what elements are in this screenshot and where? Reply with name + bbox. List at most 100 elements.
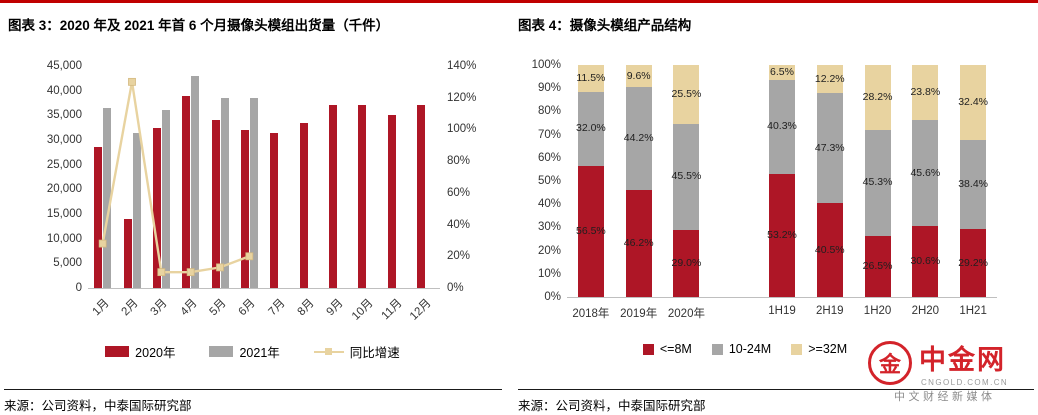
bar-2021-3月 bbox=[161, 110, 170, 288]
x-axis-label-2020年: 2020年 bbox=[667, 308, 705, 320]
segment-10-24M-2H19 bbox=[816, 93, 843, 204]
figure4-title: 图表 4：摄像头模组产品结构 bbox=[518, 18, 692, 33]
figure4-legend: <=8M 10-24M >=32M bbox=[505, 342, 985, 356]
y-axis-tick: 0 bbox=[75, 282, 82, 294]
legend-label-le8m: <=8M bbox=[659, 342, 692, 356]
segment->=32M-2H19 bbox=[816, 65, 843, 94]
bar-2020-5月 bbox=[211, 120, 220, 288]
segment-label->=32M-1H21: 32.4% bbox=[958, 96, 988, 109]
legend-item-10-24m: 10-24M bbox=[711, 342, 771, 356]
legend-item-2021: 2021年 bbox=[209, 342, 280, 361]
segment-label-<=8M-2H20: 30.6% bbox=[910, 255, 941, 267]
y-axis-tick: 20,000 bbox=[46, 183, 82, 196]
segment-10-24M-2019年 bbox=[625, 87, 652, 190]
bar-2021-6月 bbox=[249, 98, 258, 288]
cngold-logo-name: 中金网 bbox=[919, 345, 1006, 375]
segment-label-10-24M-1H20: 45.3% bbox=[862, 176, 893, 189]
segment-<=8M-1H21 bbox=[960, 229, 987, 297]
secondary-axis-tick: 120% bbox=[447, 91, 477, 104]
bar-2020-2月 bbox=[123, 218, 132, 288]
bar-2020-9月 bbox=[328, 105, 337, 288]
bar-2021-1月 bbox=[103, 107, 112, 288]
y-axis-tick: 45,000 bbox=[46, 60, 82, 72]
segment-<=8M-1H20 bbox=[864, 235, 891, 297]
y-axis-tick: 35,000 bbox=[46, 109, 82, 122]
bar-2020-7月 bbox=[270, 132, 279, 288]
segment->=32M-2018年 bbox=[577, 65, 604, 92]
y-axis-tick: 90% bbox=[537, 82, 561, 95]
segment-label->=32M-1H20: 28.2% bbox=[862, 91, 893, 104]
legend-label-ge32m: >=32M bbox=[808, 342, 848, 356]
segment-label->=32M-2019年: 9.6% bbox=[626, 69, 651, 82]
segment-<=8M-2018年 bbox=[577, 165, 604, 297]
x-axis-label-2H19: 2H19 bbox=[816, 305, 844, 317]
segment-label-<=8M-1H20: 26.5% bbox=[862, 259, 893, 272]
x-axis-label-2018年: 2018年 bbox=[572, 308, 610, 320]
segment-10-24M-1H20 bbox=[864, 130, 891, 236]
segment-label->=32M-2H19: 12.2% bbox=[814, 72, 845, 85]
segment-<=8M-2020年 bbox=[673, 229, 700, 297]
segment-label-<=8M-2H19: 40.5% bbox=[814, 243, 845, 256]
y-axis-tick: 30% bbox=[537, 221, 561, 234]
figure3-title: 图表 3：2020 年及 2021 年首 6 个月摄像头模组出货量（千件） bbox=[8, 18, 390, 33]
y-axis-tick: 80% bbox=[537, 105, 561, 118]
segment-<=8M-2H19 bbox=[816, 203, 843, 297]
bar-2020-8月 bbox=[299, 122, 308, 288]
segment-label-<=8M-2019年: 46.2% bbox=[623, 236, 654, 249]
cngold-logo-icon: 金 bbox=[868, 340, 912, 385]
bar-2020-6月 bbox=[240, 130, 249, 288]
legend-swatch-2021 bbox=[209, 346, 234, 357]
legend-swatch-10-24m bbox=[711, 343, 723, 355]
x-axis-label-1H20: 1H20 bbox=[863, 305, 892, 317]
segment-label-10-24M-2019年: 44.2% bbox=[623, 132, 654, 145]
segment-label->=32M-2020年: 25.5% bbox=[671, 88, 702, 101]
secondary-axis-tick: 60% bbox=[447, 186, 471, 199]
y-axis-tick: 70% bbox=[537, 128, 561, 141]
segment-label-<=8M-2018年: 56.5% bbox=[575, 224, 606, 237]
legend-item-ge32m: >=32M bbox=[791, 342, 847, 356]
x-axis-label-1H19: 1H19 bbox=[768, 305, 796, 317]
segment->=32M-1H20 bbox=[864, 65, 891, 131]
y-axis-tick: 10% bbox=[537, 267, 561, 280]
segment-label->=32M-2018年: 11.5% bbox=[576, 71, 606, 84]
top-divider bbox=[0, 0, 1038, 3]
cngold-logo-row: 金 中金网 CNGOLD.COM.CN bbox=[868, 338, 1038, 387]
segment-<=8M-1H19 bbox=[769, 173, 795, 297]
bar-2020-1月 bbox=[94, 147, 103, 288]
segment-label-<=8M-2020年: 29.0% bbox=[671, 256, 702, 269]
bar-2021-5月 bbox=[220, 98, 229, 288]
segment-label-10-24M-2H20: 45.6% bbox=[910, 166, 941, 179]
segment->=32M-2020年 bbox=[673, 65, 700, 125]
segment-10-24M-1H21 bbox=[960, 140, 987, 230]
segment-label-10-24M-2020年: 45.5% bbox=[671, 170, 702, 183]
segment-label->=32M-1H19: 6.5% bbox=[770, 66, 794, 79]
y-axis-tick: 25,000 bbox=[46, 158, 82, 171]
y-axis-tick: 40,000 bbox=[46, 84, 82, 97]
figure3-source: 来源：公司资料，中泰国际研究部 bbox=[4, 389, 502, 413]
x-axis-label-1H21: 1H21 bbox=[959, 305, 987, 317]
y-axis-tick: 60% bbox=[537, 151, 561, 164]
y-axis-tick: 5,000 bbox=[53, 257, 82, 270]
figure3-legend: 2020年 2021年 同比增速 bbox=[0, 342, 505, 361]
segment->=32M-2H20 bbox=[912, 65, 939, 121]
y-axis-tick: 20% bbox=[537, 244, 561, 257]
bar-2021-2月 bbox=[132, 132, 141, 288]
y-axis-tick: 30,000 bbox=[46, 134, 82, 146]
cngold-logo-domain: CNGOLD.COM.CN bbox=[921, 378, 1009, 387]
bar-2021-4月 bbox=[191, 75, 200, 288]
segment->=32M-2019年 bbox=[625, 65, 652, 88]
legend-label-2021: 2021年 bbox=[239, 346, 280, 360]
legend-label-2020: 2020年 bbox=[135, 346, 176, 360]
segment-<=8M-2019年 bbox=[625, 189, 652, 297]
segment-label-10-24M-2H19: 47.3% bbox=[814, 141, 845, 154]
bar-2020-4月 bbox=[182, 95, 191, 288]
legend-marker-growth bbox=[325, 348, 333, 355]
secondary-axis-tick: 80% bbox=[447, 155, 471, 168]
x-axis-line bbox=[88, 288, 440, 289]
y-axis-tick: 0% bbox=[544, 291, 561, 303]
segment-label->=32M-2H20: 23.8% bbox=[910, 86, 941, 99]
segment-label-<=8M-1H19: 53.2% bbox=[767, 228, 797, 241]
secondary-axis-tick: 20% bbox=[447, 250, 471, 263]
legend-line-swatch-growth bbox=[313, 348, 344, 355]
